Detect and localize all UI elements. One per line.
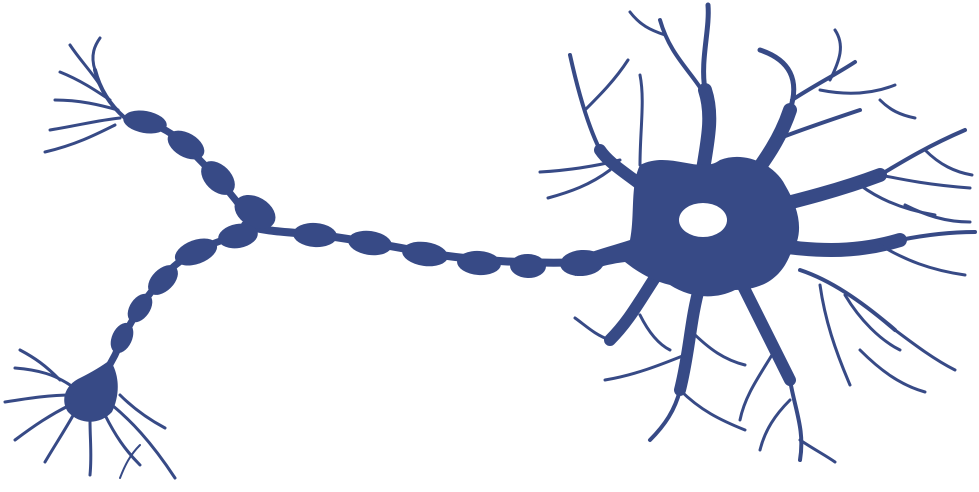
- axon-branch-upper: [123, 110, 276, 230]
- soma: [575, 156, 800, 297]
- myelin-sheath-segments: [293, 222, 604, 279]
- nucleus: [679, 203, 727, 237]
- dendrites: [538, 2, 977, 464]
- axon-terminal-upper: [43, 36, 127, 154]
- axon-terminal-lower: [3, 348, 177, 480]
